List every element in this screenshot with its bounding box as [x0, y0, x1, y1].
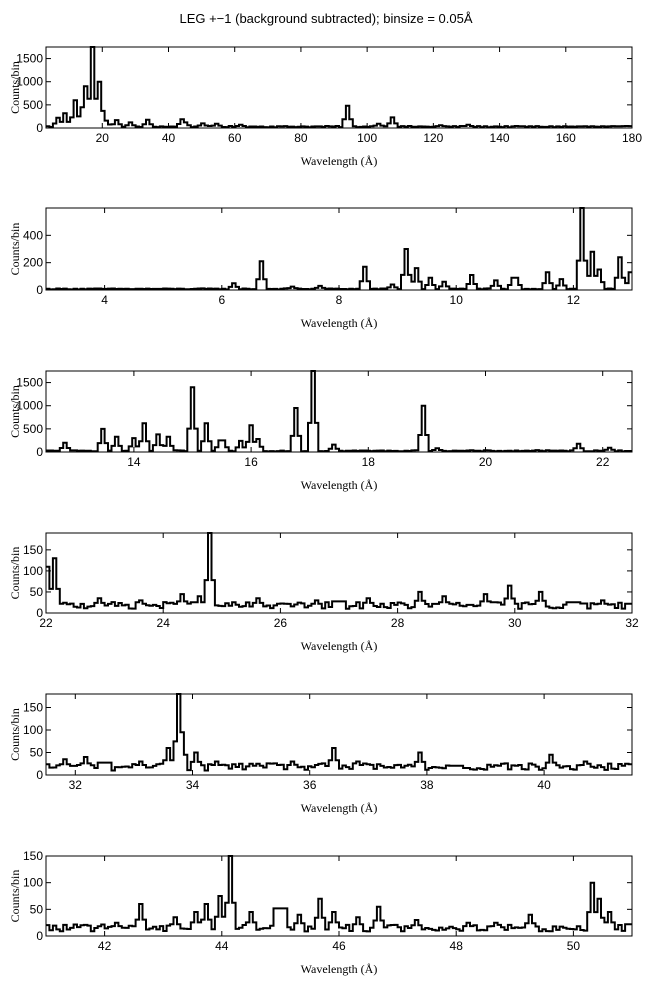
x-tick-label: 38	[420, 778, 434, 792]
spectrum-series-4	[46, 532, 632, 610]
x-tick-label: 50	[567, 939, 581, 953]
y-axis-label: Counts/bin	[8, 223, 22, 276]
x-tick-label: 36	[303, 778, 317, 792]
x-tick-label: 34	[186, 778, 200, 792]
y-tick-label: 1500	[16, 52, 43, 66]
y-axis-label: Counts/bin	[8, 708, 22, 761]
x-axis-label: Wavelength (Å)	[301, 154, 378, 168]
x-tick-label: 120	[423, 131, 443, 145]
chart-panel-4: 22 24 26 28 30 32 0 50 100 150 Wavelength (Å) Count…	[8, 532, 639, 653]
chart-panel-5: 32 34 36 38 40 0 50 100 150 Wavelength (Å) Counts/…	[8, 693, 633, 815]
chart-panel-1: 20 40 60 80 100 120 140 160 180 0 500 1000 1500 Wavel…	[8, 46, 642, 168]
x-tick-label: 22	[596, 455, 610, 469]
y-tick-label: 100	[23, 564, 43, 578]
plot-frame	[45, 207, 633, 291]
y-tick-label: 1000	[16, 75, 43, 89]
y-tick-label: 1500	[16, 376, 43, 390]
x-tick-label: 12	[567, 293, 581, 307]
x-tick-label: 6	[218, 293, 225, 307]
y-tick-label: 50	[30, 746, 44, 760]
x-tick-label: 22	[39, 616, 53, 630]
figure-title: LEG +−1 (background subtracted); binsize…	[179, 11, 472, 26]
y-tick-label: 400	[23, 228, 43, 242]
y-tick-label: 0	[36, 445, 43, 459]
x-tick-label: 28	[391, 616, 405, 630]
spectrum-series-2	[46, 207, 632, 291]
x-tick-label: 20	[479, 455, 493, 469]
y-axis-label: Counts/bin	[8, 61, 22, 114]
x-tick-label: 32	[625, 616, 639, 630]
x-tick-label: 16	[244, 455, 258, 469]
x-tick-label: 160	[556, 131, 576, 145]
y-tick-label: 50	[30, 902, 44, 916]
y-tick-label: 0	[36, 768, 43, 782]
x-tick-label: 40	[537, 778, 551, 792]
x-tick-label: 42	[98, 939, 112, 953]
panels-group: 20 40 60 80 100 120 140 160 180050010001500Wavel…	[8, 46, 642, 976]
x-tick-label: 26	[274, 616, 288, 630]
x-tick-label: 8	[336, 293, 343, 307]
x-tick-label: 40	[162, 131, 176, 145]
spectrum-series-6	[46, 855, 632, 933]
spectrum-series-1	[46, 46, 632, 129]
y-tick-label: 200	[23, 256, 43, 270]
x-tick-label: 140	[490, 131, 510, 145]
spectrum-series-3	[46, 370, 632, 453]
plot-frame	[45, 693, 633, 776]
x-tick-label: 48	[450, 939, 464, 953]
x-tick-label: 14	[127, 455, 141, 469]
x-axis-label: Wavelength (Å)	[301, 801, 378, 815]
x-tick-label: 18	[362, 455, 376, 469]
chart-panel-6: 42 44 46 48 50 0 50 100 150 Wavelength (Å) Counts/…	[8, 849, 633, 976]
y-axis-label: Counts/bin	[8, 870, 22, 923]
x-tick-label: 10	[450, 293, 464, 307]
x-tick-label: 24	[157, 616, 171, 630]
chart-panel-3: 14 16 18 20 22 0 500 1000 1500 Wavelength (Å) Coun…	[8, 370, 633, 492]
x-tick-label: 20	[96, 131, 110, 145]
x-tick-label: 30	[508, 616, 522, 630]
y-tick-label: 0	[36, 283, 43, 297]
x-tick-label: 80	[294, 131, 308, 145]
y-axis-label: Counts/bin	[8, 547, 22, 600]
x-tick-label: 46	[332, 939, 346, 953]
x-axis-label: Wavelength (Å)	[301, 478, 378, 492]
y-tick-label: 150	[23, 849, 43, 863]
x-axis-label: Wavelength (Å)	[301, 962, 378, 976]
chart-panel-2: 4 6 8 10 12 0 200 400 Wavelength (Å) Counts/bin	[8, 207, 633, 330]
x-tick-label: 60	[228, 131, 242, 145]
x-tick-label: 4	[101, 293, 108, 307]
y-tick-label: 150	[23, 543, 43, 557]
plot-frame	[45, 370, 633, 453]
y-tick-label: 500	[23, 98, 43, 112]
y-axis-label: Counts/bin	[8, 385, 22, 438]
plot-frame	[45, 532, 633, 614]
x-axis-label: Wavelength (Å)	[301, 639, 378, 653]
y-tick-label: 0	[36, 121, 43, 135]
y-tick-label: 100	[23, 723, 43, 737]
y-tick-label: 150	[23, 701, 43, 715]
y-tick-label: 50	[30, 585, 44, 599]
x-tick-label: 180	[622, 131, 642, 145]
x-axis-label: Wavelength (Å)	[301, 316, 378, 330]
x-tick-label: 44	[215, 939, 229, 953]
y-tick-label: 1000	[16, 399, 43, 413]
x-tick-label: 32	[69, 778, 83, 792]
plot-frame	[45, 46, 633, 129]
spectrum-series-5	[46, 693, 632, 772]
y-tick-label: 0	[36, 929, 43, 943]
y-tick-label: 500	[23, 422, 43, 436]
y-tick-label: 0	[36, 606, 43, 620]
y-tick-label: 100	[23, 876, 43, 890]
x-tick-label: 100	[357, 131, 377, 145]
